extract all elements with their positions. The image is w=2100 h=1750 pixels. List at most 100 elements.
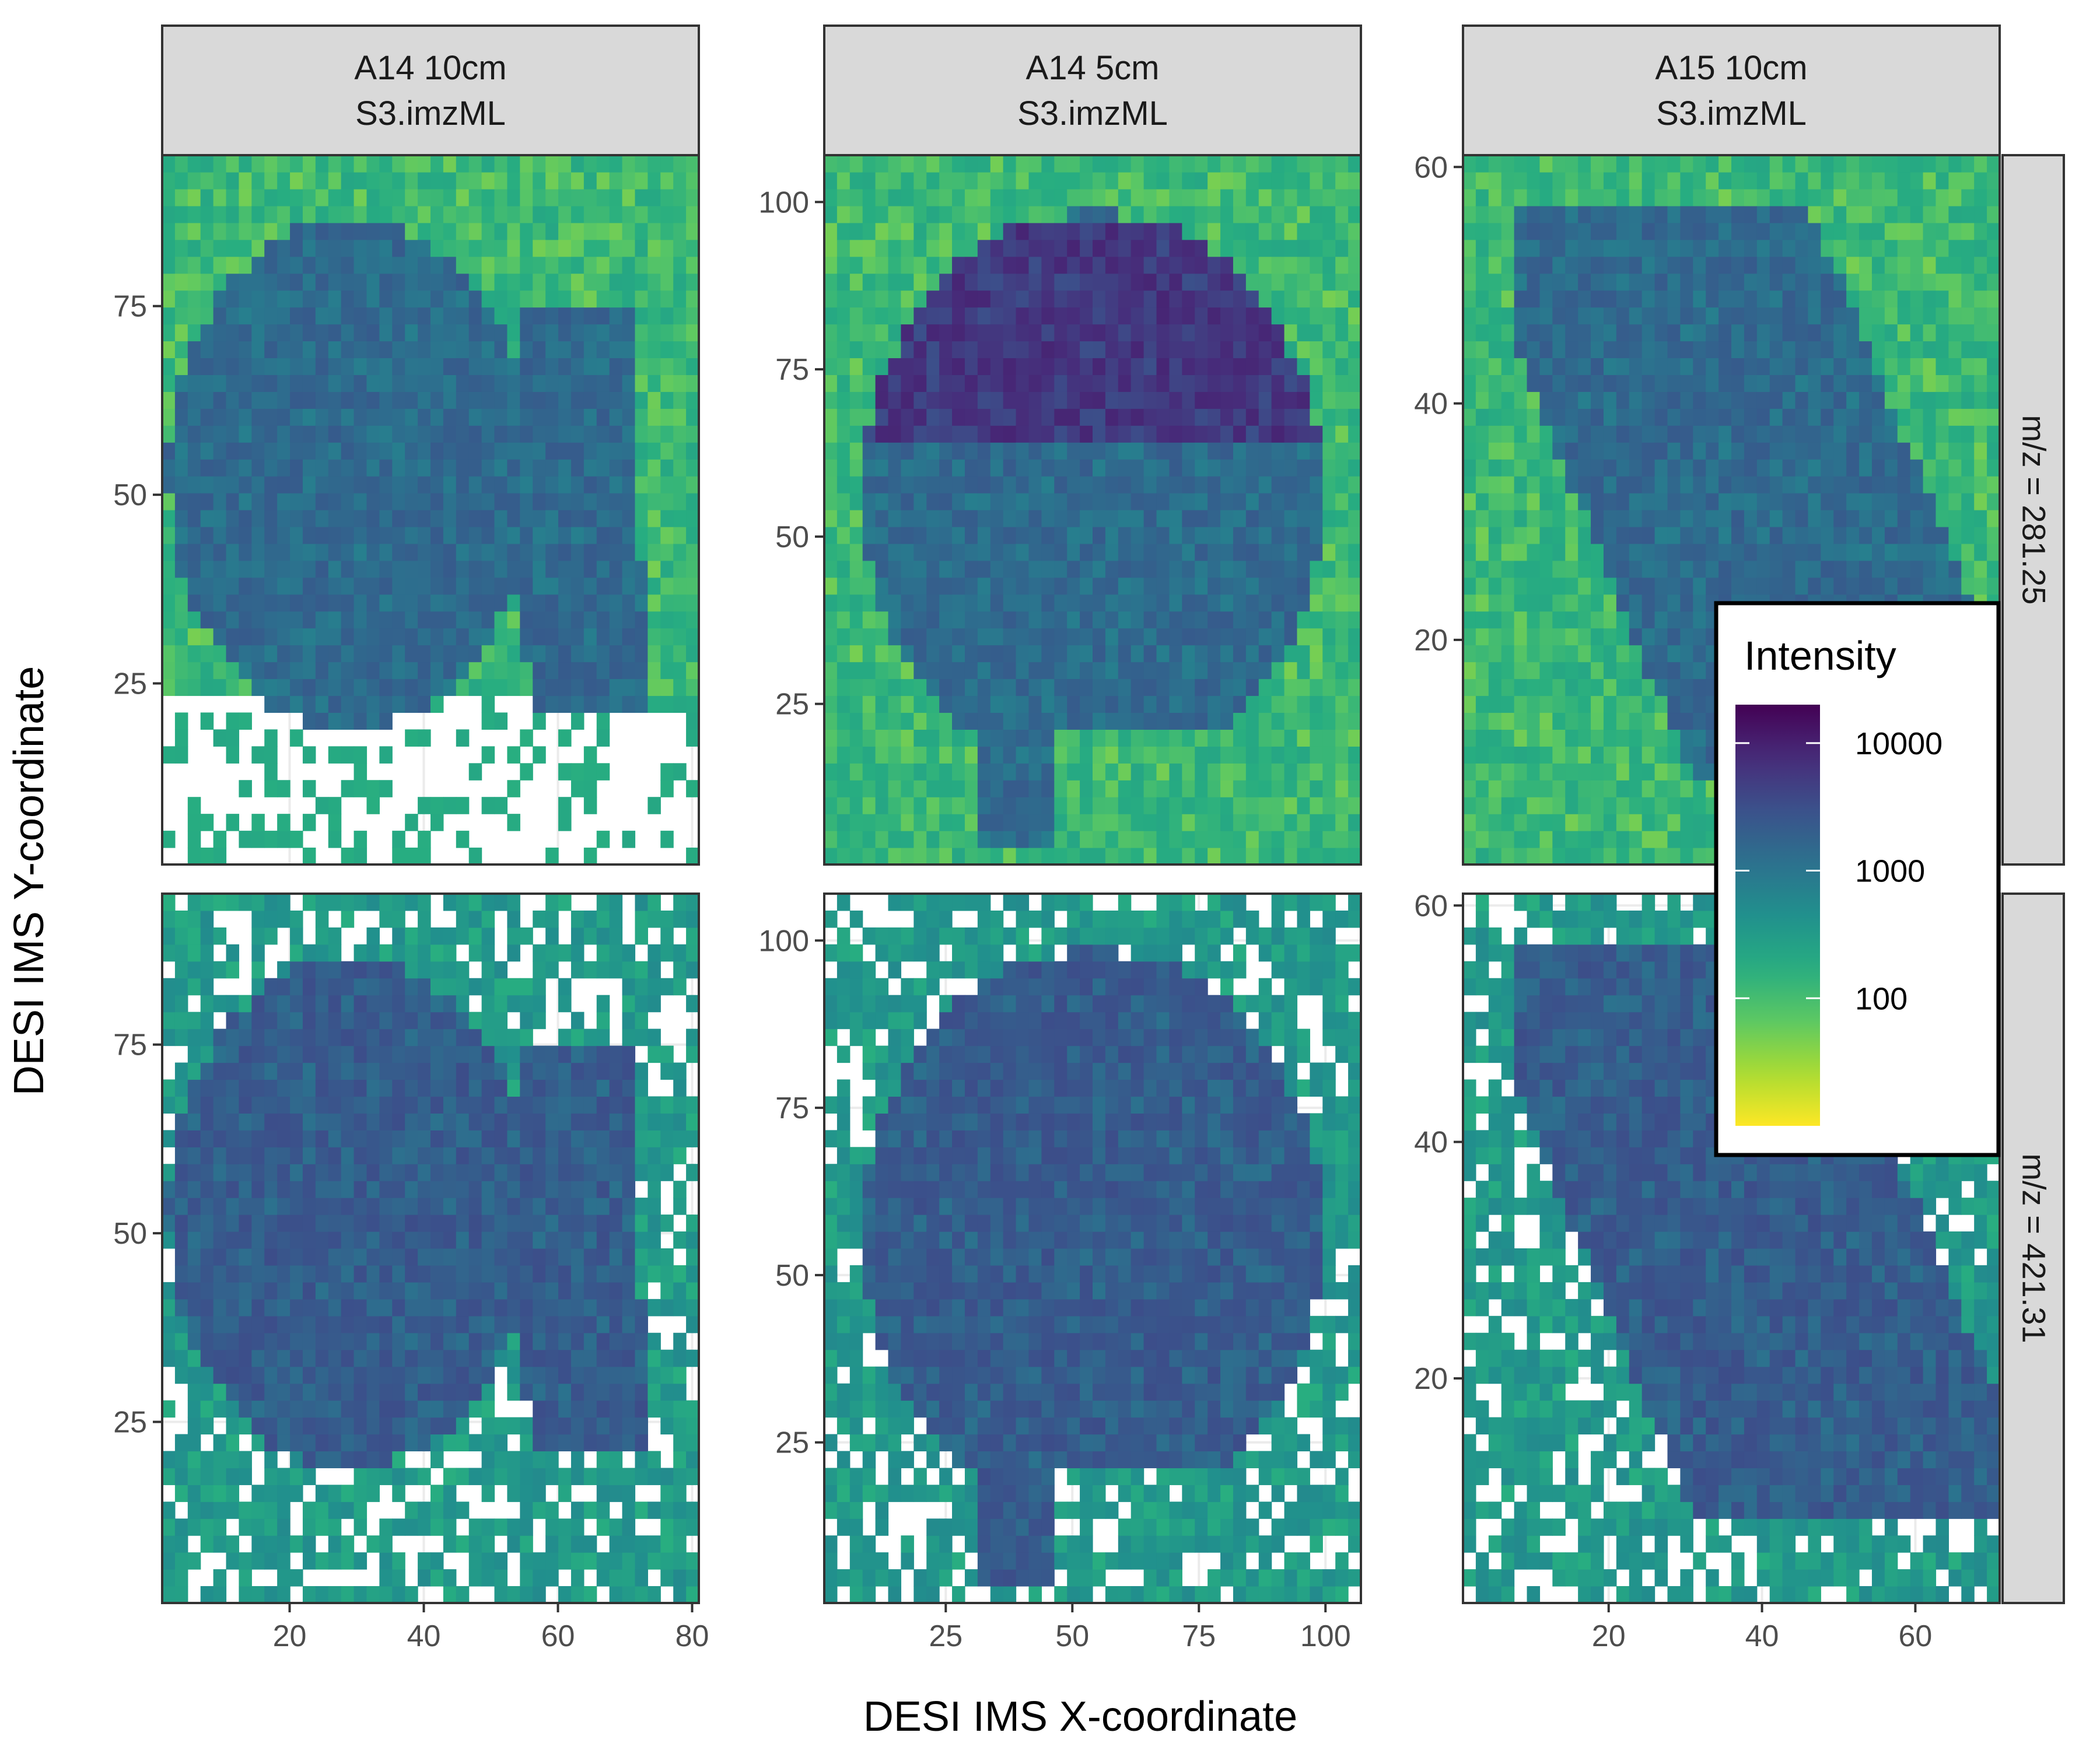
heatmap-cell <box>570 1214 584 1232</box>
heatmap-cell <box>1208 729 1221 747</box>
heatmap-cell <box>239 1417 252 1435</box>
heatmap-cell <box>888 273 902 291</box>
heatmap-cell <box>914 645 927 663</box>
heatmap-cell <box>200 256 214 274</box>
heatmap-cell <box>660 678 674 696</box>
heatmap-cell <box>977 425 991 443</box>
heatmap-cell <box>1297 848 1310 865</box>
heatmap-cell <box>824 476 838 494</box>
heatmap-cell <box>1220 780 1234 797</box>
heatmap-cell <box>162 1400 176 1418</box>
heatmap-cell <box>673 1198 687 1215</box>
heatmap-cell <box>583 425 597 443</box>
heatmap-cell <box>264 188 278 206</box>
heatmap-cell <box>187 1417 201 1435</box>
heatmap-cell <box>239 1147 252 1164</box>
heatmap-cell <box>533 1366 546 1384</box>
heatmap-cell <box>660 1147 674 1164</box>
heatmap-cell <box>468 442 482 460</box>
heatmap-cell <box>875 1332 889 1350</box>
heatmap-cell <box>366 1079 380 1097</box>
heatmap-cell <box>507 910 520 928</box>
heatmap-cell <box>341 645 355 663</box>
heatmap-cell <box>1080 712 1093 730</box>
heatmap-cell <box>405 1045 418 1063</box>
heatmap-cell <box>1348 307 1362 325</box>
heatmap-cell <box>1284 729 1298 747</box>
heatmap-cell <box>990 290 1004 308</box>
heatmap-cell <box>507 391 520 409</box>
heatmap-cell <box>1041 256 1055 274</box>
heatmap-cell <box>583 1434 597 1452</box>
heatmap-cell <box>660 1518 674 1536</box>
heatmap-cell <box>1208 611 1221 629</box>
heatmap-cell <box>379 1315 393 1334</box>
heatmap-cell <box>354 1164 368 1181</box>
heatmap-cell <box>862 611 876 629</box>
heatmap-cell <box>635 205 648 223</box>
heatmap-cell <box>1105 459 1119 477</box>
heatmap-cell <box>1233 273 1247 291</box>
heatmap-cell <box>302 594 316 612</box>
heatmap-cell <box>239 358 252 375</box>
heatmap-cell <box>1220 256 1234 274</box>
heatmap-cell <box>1195 476 1208 494</box>
heatmap-cell <box>1093 324 1106 342</box>
heatmap-cell <box>443 476 457 494</box>
heatmap-cell <box>1297 425 1310 443</box>
heatmap-cell <box>558 358 572 375</box>
heatmap-cell <box>277 1535 290 1553</box>
heatmap-cell <box>622 944 636 962</box>
heatmap-cell <box>187 1130 201 1147</box>
heatmap-cell <box>939 493 953 510</box>
heatmap-cell <box>686 510 699 527</box>
heatmap-cell <box>315 927 329 945</box>
heatmap-cell <box>977 662 991 680</box>
heatmap-cell <box>315 944 329 962</box>
heatmap-cell <box>875 1062 889 1080</box>
heatmap-cell <box>341 172 355 190</box>
heatmap-cell <box>596 1248 610 1266</box>
heatmap-cell <box>648 1468 661 1485</box>
heatmap-cell <box>1169 408 1182 426</box>
heatmap-cell <box>456 391 470 409</box>
heatmap-cell <box>354 1248 368 1266</box>
heatmap-cell <box>379 1079 393 1097</box>
heatmap-cell <box>533 1062 546 1080</box>
heatmap-cell <box>635 1079 648 1097</box>
heatmap-cell <box>226 611 240 629</box>
heatmap-cell <box>914 526 927 544</box>
heatmap-cell <box>875 712 889 730</box>
heatmap-cell <box>862 1586 876 1604</box>
heatmap-cell <box>443 1586 457 1604</box>
heatmap-cell <box>187 927 201 945</box>
heatmap-cell <box>570 1315 584 1334</box>
heatmap-cell <box>596 662 610 680</box>
heatmap-cell <box>1054 239 1068 257</box>
heatmap-cell <box>1335 391 1349 409</box>
heatmap-cell <box>1220 611 1234 629</box>
heatmap-cell <box>277 814 290 831</box>
heatmap-cell <box>174 927 188 945</box>
heatmap-cell <box>200 894 214 911</box>
heatmap-cell <box>1003 188 1017 206</box>
heatmap-cell <box>1156 763 1170 780</box>
heatmap-cell <box>635 1400 648 1418</box>
heatmap-cell <box>914 577 927 595</box>
heatmap-cell <box>366 780 380 797</box>
heatmap-cell <box>226 1485 240 1502</box>
heatmap-cell <box>673 1502 687 1519</box>
heatmap-cell <box>328 1130 342 1147</box>
heatmap-cell <box>520 1586 533 1604</box>
heatmap-cell <box>443 1096 457 1114</box>
heatmap-cell <box>430 662 444 680</box>
heatmap-cell <box>609 1569 623 1587</box>
heatmap-cell <box>1322 307 1336 325</box>
heatmap-cell <box>277 1164 290 1181</box>
heatmap-cell <box>264 290 278 308</box>
heatmap-cell <box>635 341 648 359</box>
heatmap-cell <box>648 577 661 595</box>
heatmap-cell <box>354 341 368 359</box>
heatmap-cell <box>187 1096 201 1114</box>
heatmap-cell <box>1284 307 1298 325</box>
